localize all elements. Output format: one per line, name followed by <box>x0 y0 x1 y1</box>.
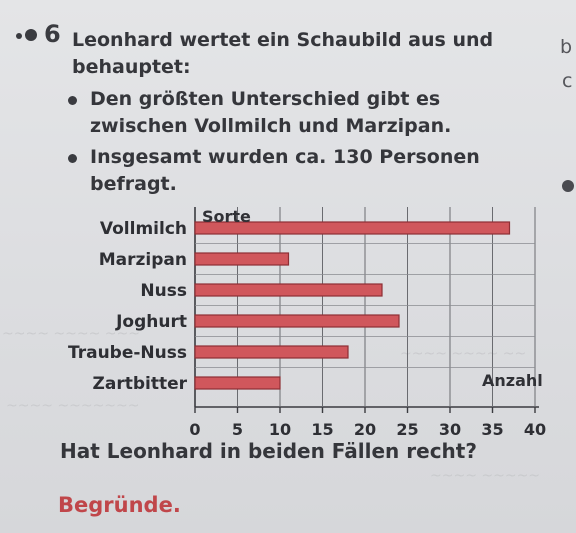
x-tick-label: 25 <box>396 420 418 435</box>
x-tick-label: 40 <box>524 420 546 435</box>
category-label: Traube-Nuss <box>68 343 187 363</box>
grid-layer <box>194 207 539 413</box>
x-tick-label: 35 <box>481 420 503 435</box>
bar-marzipan <box>194 252 290 266</box>
bars-layer <box>194 221 511 390</box>
category-label: Vollmilch <box>100 219 187 239</box>
question-text: Hat Leonhard in beiden Fällen recht? <box>60 439 477 463</box>
bullet-icon <box>68 154 77 163</box>
bar-chart: 0 5 10 15 20 25 30 35 40 Vollmilch Marzipan Nuss Jog… <box>68 207 546 435</box>
bleed-through-texture: ~~~~ ~~~~ ~~ <box>400 346 527 362</box>
claims-list: Den größten Unterschied gibt es zwischen… <box>62 86 512 198</box>
category-label: Marzipan <box>99 250 187 270</box>
x-tick-label: 30 <box>439 420 461 435</box>
task-number: 6 <box>44 20 61 48</box>
claim-text: Den größten Unterschied gibt es zwischen… <box>90 88 452 137</box>
instruction-text: Begründe. <box>58 493 181 517</box>
x-tick-label: 20 <box>354 420 376 435</box>
difficulty-dots-icon <box>16 29 37 41</box>
labels-layer: 0 5 10 15 20 25 30 35 40 Vollmilch Marzipan Nuss Jog… <box>68 219 546 435</box>
bleed-through-texture: ~~~~ ~~~~ ~~~ <box>2 326 140 342</box>
category-axis-label: Sorte <box>202 207 251 226</box>
bar-zartbitter <box>194 376 281 390</box>
x-tick-label: 0 <box>189 420 200 435</box>
bleed-through-texture: ~~~~ ~~~~~ <box>430 468 541 484</box>
x-tick-label: 5 <box>232 420 243 435</box>
bullet-icon <box>68 96 77 105</box>
x-tick-label: 15 <box>311 420 333 435</box>
bar-vollmilch <box>194 221 511 235</box>
edge-letter-c: c <box>562 70 573 92</box>
bleed-through-texture: ~~~~ ~~~~~~~ <box>6 398 140 414</box>
category-label: Zartbitter <box>93 374 188 394</box>
claim-item: Insgesamt wurden ca. 130 Personen befrag… <box>62 144 512 198</box>
bar-joghurt <box>194 314 400 328</box>
x-tick-label: 10 <box>269 420 291 435</box>
claim-text: Insgesamt wurden ca. 130 Personen befrag… <box>90 146 480 195</box>
claim-item: Den größten Unterschied gibt es zwischen… <box>62 86 512 140</box>
category-label: Nuss <box>140 281 187 301</box>
edge-letter-b: b <box>560 36 573 58</box>
value-axis-label: Anzahl <box>482 371 543 390</box>
bar-traube-nuss <box>194 345 349 359</box>
task-intro: Leonhard wertet ein Schaubild aus und be… <box>72 29 494 78</box>
category-label: Joghurt <box>115 312 187 332</box>
edge-dot-icon <box>562 180 574 192</box>
bar-nuss <box>194 283 383 297</box>
